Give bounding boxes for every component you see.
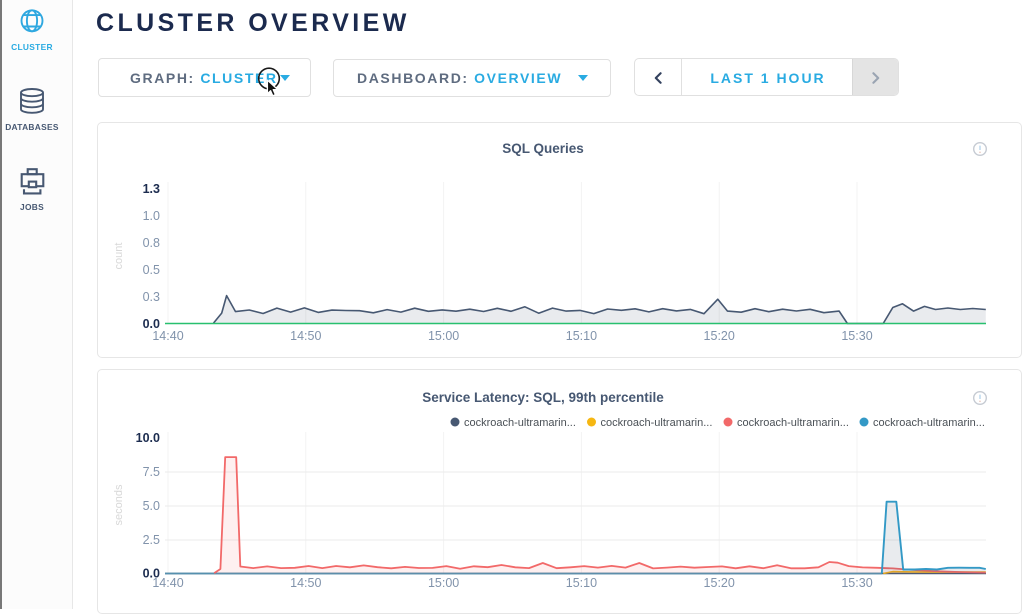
svg-text:cockroach-ultramarin...: cockroach-ultramarin...: [873, 417, 985, 429]
svg-text:7.5: 7.5: [143, 465, 160, 479]
svg-text:count: count: [113, 243, 125, 270]
svg-text:14:50: 14:50: [290, 576, 321, 590]
svg-text:0.0: 0.0: [143, 567, 160, 581]
svg-text:15:30: 15:30: [841, 576, 872, 590]
svg-text:15:10: 15:10: [566, 576, 597, 590]
svg-text:1.3: 1.3: [143, 182, 160, 196]
svg-text:0.5: 0.5: [143, 263, 160, 277]
svg-text:15:20: 15:20: [704, 329, 735, 343]
svg-text:seconds: seconds: [113, 484, 125, 525]
svg-text:cockroach-ultramarin...: cockroach-ultramarin...: [737, 417, 849, 429]
svg-text:10.0: 10.0: [136, 431, 160, 445]
svg-text:0.0: 0.0: [143, 317, 160, 331]
svg-text:2.5: 2.5: [143, 533, 160, 547]
svg-text:cockroach-ultramarin...: cockroach-ultramarin...: [601, 417, 713, 429]
svg-text:cockroach-ultramarin...: cockroach-ultramarin...: [464, 417, 576, 429]
svg-text:1.0: 1.0: [143, 209, 160, 223]
svg-text:15:00: 15:00: [428, 329, 459, 343]
svg-text:15:30: 15:30: [841, 329, 872, 343]
svg-text:5.0: 5.0: [143, 499, 160, 513]
svg-text:15:00: 15:00: [428, 576, 459, 590]
svg-text:15:10: 15:10: [566, 329, 597, 343]
svg-text:14:40: 14:40: [152, 329, 183, 343]
svg-text:0.3: 0.3: [143, 290, 160, 304]
svg-text:0.8: 0.8: [143, 236, 160, 250]
svg-text:15:20: 15:20: [704, 576, 735, 590]
svg-text:14:50: 14:50: [290, 329, 321, 343]
svg-text:14:40: 14:40: [152, 576, 183, 590]
